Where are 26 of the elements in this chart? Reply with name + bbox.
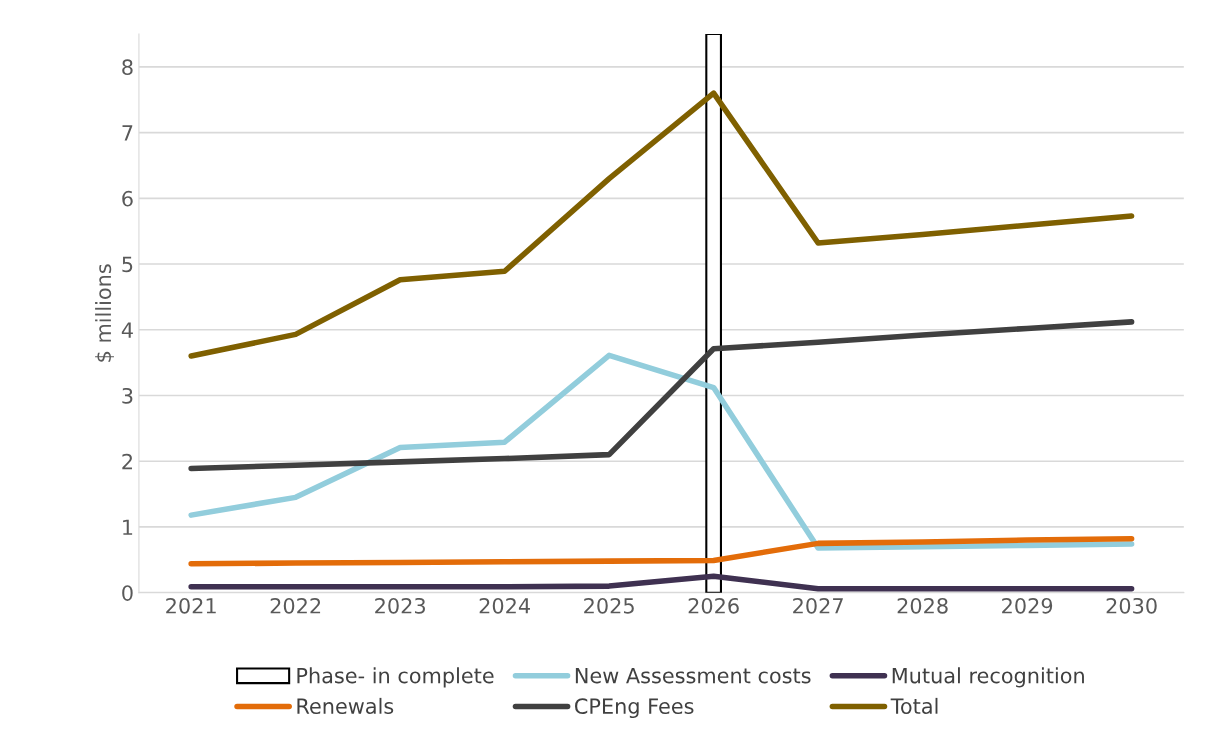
x-tick-label: 2028 — [897, 597, 948, 614]
x-tick-label: 2029 — [1002, 597, 1053, 614]
y-tick-label: 7 — [122, 125, 133, 141]
legend-label: Renewals — [297, 697, 394, 714]
x-tick-label: 2030 — [1106, 597, 1157, 614]
x-tick-label: 2022 — [270, 597, 321, 614]
y-tick-label: 1 — [123, 519, 133, 535]
y-tick-label: 4 — [121, 322, 133, 338]
x-tick-label: 2027 — [793, 597, 843, 614]
legend-label: New Assessment costs — [575, 667, 811, 684]
y-tick-label: 8 — [122, 59, 133, 76]
y-tick-label: 0 — [122, 585, 133, 601]
legend-label: Phase- in complete — [297, 667, 494, 688]
legend-label: Total — [890, 697, 938, 714]
y-tick-label: 5 — [122, 256, 133, 273]
x-tick-label: 2021 — [166, 597, 216, 614]
x-tick-label: 2023 — [375, 597, 425, 614]
x-tick-label: 2024 — [479, 597, 530, 614]
y-axis-title: $ millions — [95, 264, 114, 362]
legend-label: CPEng Fees — [575, 698, 694, 719]
y-tick-label: 6 — [122, 190, 133, 207]
x-tick-label: 2025 — [584, 597, 634, 614]
y-tick-label: 3 — [122, 387, 133, 404]
x-tick-label: 2026 — [688, 597, 739, 614]
y-tick-label: 2 — [122, 453, 132, 470]
legend-label: Mutual recognition — [892, 667, 1084, 688]
